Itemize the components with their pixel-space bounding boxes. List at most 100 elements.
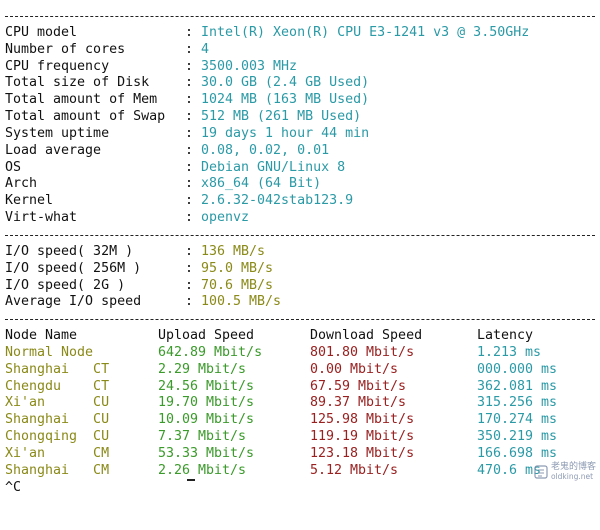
download-speed-cell: 125.98 Mbit/s: [310, 412, 415, 428]
info-label: Arch: [5, 176, 38, 192]
info-label: Average I/O speed: [5, 294, 142, 310]
upload-speed-cell: 2.29 Mbit/s: [158, 361, 247, 377]
system-info-row: CPU frequency:3500.003 MHz: [5, 59, 595, 76]
info-value: 3500.003 MHz: [201, 58, 298, 74]
info-label: I/O speed( 2G ): [5, 277, 126, 293]
latency-cell: 470.6 ms: [477, 462, 542, 478]
separator-line: [5, 8, 595, 25]
latency-cell: 1.213 ms: [477, 344, 542, 360]
colon-separator: :: [185, 92, 194, 108]
system-info-row: Total size of Disk:30.0 GB (2.4 GB Used): [5, 75, 595, 92]
separator-line: [5, 311, 595, 328]
info-label: I/O speed( 256M ): [5, 260, 142, 276]
colon-separator: :: [185, 277, 194, 293]
download-speed-cell: 801.80 Mbit/s: [310, 344, 415, 360]
system-info-row: Virt-what: openvz: [5, 210, 595, 227]
speed-table-header: Node Name Upload Speed Download Speed La…: [5, 328, 595, 345]
node-name-cell: Shanghai CM: [5, 462, 110, 478]
colon-separator: :: [185, 193, 194, 209]
upload-speed-cell: 2.26 Mbit/s: [158, 462, 247, 478]
terminal-cursor: [187, 479, 195, 481]
info-value: openvz: [201, 210, 250, 226]
node-name-cell: Shanghai CU: [5, 412, 110, 428]
colon-separator: :: [185, 109, 194, 125]
info-value: 70.6 MB/s: [201, 277, 274, 293]
upload-speed-cell: 19.70 Mbit/s: [158, 395, 255, 411]
speed-table-row: Normal Node 642.89 Mbit/s 801.80 Mbit/s 1.2…: [5, 345, 595, 362]
info-label: Kernel: [5, 193, 54, 209]
io-speed-row: I/O speed( 256M ):95.0 MB/s: [5, 261, 595, 278]
io-speed-section: I/O speed( 32M ):136 MB/s I/O speed( 256M…: [5, 244, 595, 311]
info-value: 100.5 MB/s: [201, 294, 282, 310]
io-speed-row: I/O speed( 2G ):70.6 MB/s: [5, 278, 595, 295]
header-latency: Latency: [477, 328, 534, 344]
info-label: Number of cores: [5, 41, 126, 57]
speed-table-row: Chengdu CT 24.56 Mbit/s 67.59 Mbit/s 362.08…: [5, 379, 595, 396]
colon-separator: :: [185, 75, 194, 91]
io-speed-row: Average I/O speed:100.5 MB/s: [5, 294, 595, 311]
system-info-row: Total amount of Swap:512 MB (261 MB Used…: [5, 109, 595, 126]
upload-speed-cell: 7.37 Mbit/s: [158, 429, 247, 445]
header-upload-speed: Upload Speed: [158, 328, 255, 344]
speed-table-row: Shanghai CM 2.26 Mbit/s 5.12 Mbit/s 470.6 m…: [5, 463, 595, 480]
node-name-cell: Xi'an CU: [5, 395, 110, 411]
latency-cell: 166.698 ms: [477, 445, 558, 461]
blog-logo-icon: [534, 465, 548, 479]
node-name-cell: Chongqing CU: [5, 429, 110, 445]
upload-speed-cell: 10.09 Mbit/s: [158, 412, 255, 428]
info-label: CPU frequency: [5, 58, 110, 74]
info-label: Total amount of Mem: [5, 92, 158, 108]
colon-separator: :: [185, 260, 194, 276]
latency-cell: 315.256 ms: [477, 395, 558, 411]
info-value: Intel(R) Xeon(R) CPU E3-1241 v3 @ 3.50GH…: [201, 24, 530, 40]
info-value: 19 days 1 hour 44 min: [201, 125, 370, 141]
node-name-cell: Chengdu CT: [5, 378, 110, 394]
system-info-row: OS: Debian GNU/Linux 8: [5, 160, 595, 177]
upload-speed-cell: 642.89 Mbit/s: [158, 344, 263, 360]
system-info-row: Total amount of Mem:1024 MB (163 MB Used…: [5, 92, 595, 109]
colon-separator: :: [185, 176, 194, 192]
speed-table-row: Shanghai CU 10.09 Mbit/s 125.98 Mbit/s 170.…: [5, 412, 595, 429]
info-label: Load average: [5, 142, 102, 158]
system-info-row: Arch: x86_64 (64 Bit): [5, 176, 595, 193]
info-label: Total amount of Swap: [5, 109, 166, 125]
info-label: Total size of Disk: [5, 75, 150, 91]
latency-cell: 170.274 ms: [477, 412, 558, 428]
info-value: x86_64 (64 Bit): [201, 176, 322, 192]
download-speed-cell: 119.19 Mbit/s: [310, 429, 415, 445]
latency-cell: 362.081 ms: [477, 378, 558, 394]
info-value: 0.08, 0.02, 0.01: [201, 142, 330, 158]
colon-separator: :: [185, 24, 194, 40]
colon-separator: :: [185, 58, 194, 74]
download-speed-cell: 5.12 Mbit/s: [310, 462, 399, 478]
system-info-row: System uptime:19 days 1 hour 44 min: [5, 126, 595, 143]
info-value: 30.0 GB (2.4 GB Used): [201, 75, 370, 91]
system-info-row: CPU model: Intel(R) Xeon(R) CPU E3-1241 v…: [5, 25, 595, 42]
info-value: 1024 MB (163 MB Used): [201, 92, 370, 108]
info-label: OS: [5, 159, 22, 175]
upload-speed-cell: 53.33 Mbit/s: [158, 445, 255, 461]
node-name-cell: Normal Node: [5, 344, 94, 360]
colon-separator: :: [185, 210, 194, 226]
speed-table-row: Xi'an CM 53.33 Mbit/s 123.18 Mbit/s 166.698…: [5, 446, 595, 463]
io-speed-row: I/O speed( 32M ):136 MB/s: [5, 244, 595, 261]
colon-separator: :: [185, 142, 194, 158]
colon-separator: :: [185, 125, 194, 141]
download-speed-cell: 89.37 Mbit/s: [310, 395, 407, 411]
watermark-title: 老鬼的博客: [550, 462, 596, 472]
colon-separator: :: [185, 294, 194, 310]
prompt-line[interactable]: ^C: [5, 480, 595, 497]
info-label: I/O speed( 32M ): [5, 243, 134, 259]
header-node-name: Node Name: [5, 328, 78, 344]
terminal-output: CPU model: Intel(R) Xeon(R) CPU E3-1241 v…: [5, 8, 595, 496]
info-label: CPU model: [5, 24, 78, 40]
info-value: Debian GNU/Linux 8: [201, 159, 346, 175]
info-label: Virt-what: [5, 210, 78, 226]
download-speed-cell: 67.59 Mbit/s: [310, 378, 407, 394]
info-value: 4: [201, 41, 210, 57]
info-value: 2.6.32-042stab123.9: [201, 193, 354, 209]
download-speed-cell: 0.00 Mbit/s: [310, 361, 399, 377]
watermark: 老鬼的博客 oldking.net: [534, 463, 596, 481]
header-download-speed: Download Speed: [310, 328, 423, 344]
colon-separator: :: [185, 243, 194, 259]
